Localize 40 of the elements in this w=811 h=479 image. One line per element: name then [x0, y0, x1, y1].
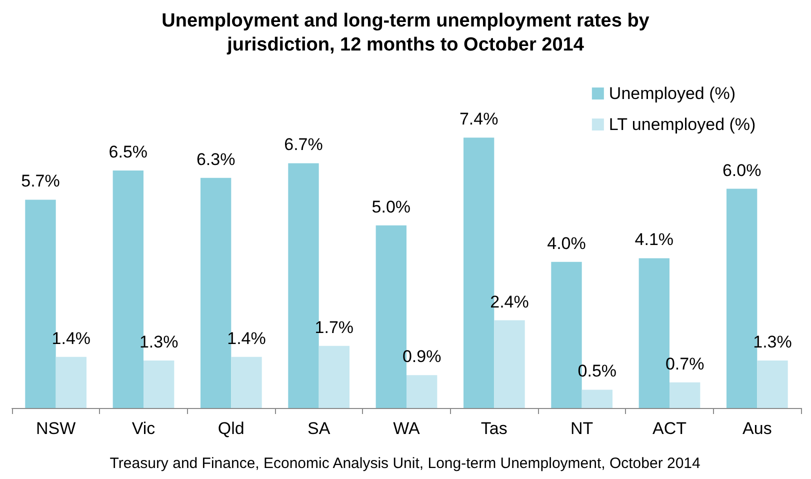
x-tick-label: SA: [307, 419, 331, 438]
bar: [406, 375, 438, 408]
x-tick-label: Aus: [742, 419, 772, 438]
x-tick-label: Qld: [218, 419, 244, 438]
data-label: 7.4%: [459, 110, 498, 129]
data-label: 6.5%: [108, 142, 148, 162]
chart-title: Unemployment and long-term unemployment rates by jurisdiction, 12 months to October 2014: [162, 10, 650, 56]
x-tick-label: NSW: [36, 419, 76, 438]
data-label: 2.4%: [490, 292, 529, 312]
data-label: 1.3%: [753, 332, 792, 352]
data-label: 6.7%: [284, 135, 323, 154]
bar: [670, 382, 700, 408]
data-label: 1.4%: [52, 328, 91, 348]
x-tick-label: Vic: [132, 419, 156, 438]
x-tick-label: WA: [393, 419, 421, 438]
data-label: 6.3%: [196, 150, 236, 169]
data-label: 6.0%: [722, 160, 762, 180]
legend-label: Unemployed (%): [608, 84, 736, 103]
bar: [318, 346, 350, 408]
data-label: 0.9%: [402, 347, 442, 366]
data-label: 0.7%: [665, 354, 704, 374]
text: Treasury and Finance, Economic Analysis Unit, Long-term Unemployment, October 2014: [110, 455, 700, 472]
data-label: 1.4%: [227, 328, 266, 348]
bar: [582, 390, 613, 408]
data-label: 5.0%: [372, 197, 411, 216]
bar: [144, 360, 174, 408]
data-label: 4.0%: [547, 234, 586, 253]
data-label: 0.5%: [578, 362, 617, 381]
legend-label: LT unemployed (%): [608, 115, 756, 134]
data-label: 1.7%: [314, 318, 354, 337]
x-tick-label: ACT: [652, 419, 686, 438]
x-tick-label: Tas: [480, 419, 508, 438]
x-tick-label: NT: [570, 419, 594, 438]
bar: [757, 360, 788, 408]
bar: [56, 356, 87, 408]
bar: [231, 356, 262, 408]
bar: [494, 320, 525, 408]
data-label: 1.3%: [139, 332, 178, 352]
data-label: 4.1%: [634, 230, 674, 250]
data-label: 5.7%: [21, 172, 60, 191]
